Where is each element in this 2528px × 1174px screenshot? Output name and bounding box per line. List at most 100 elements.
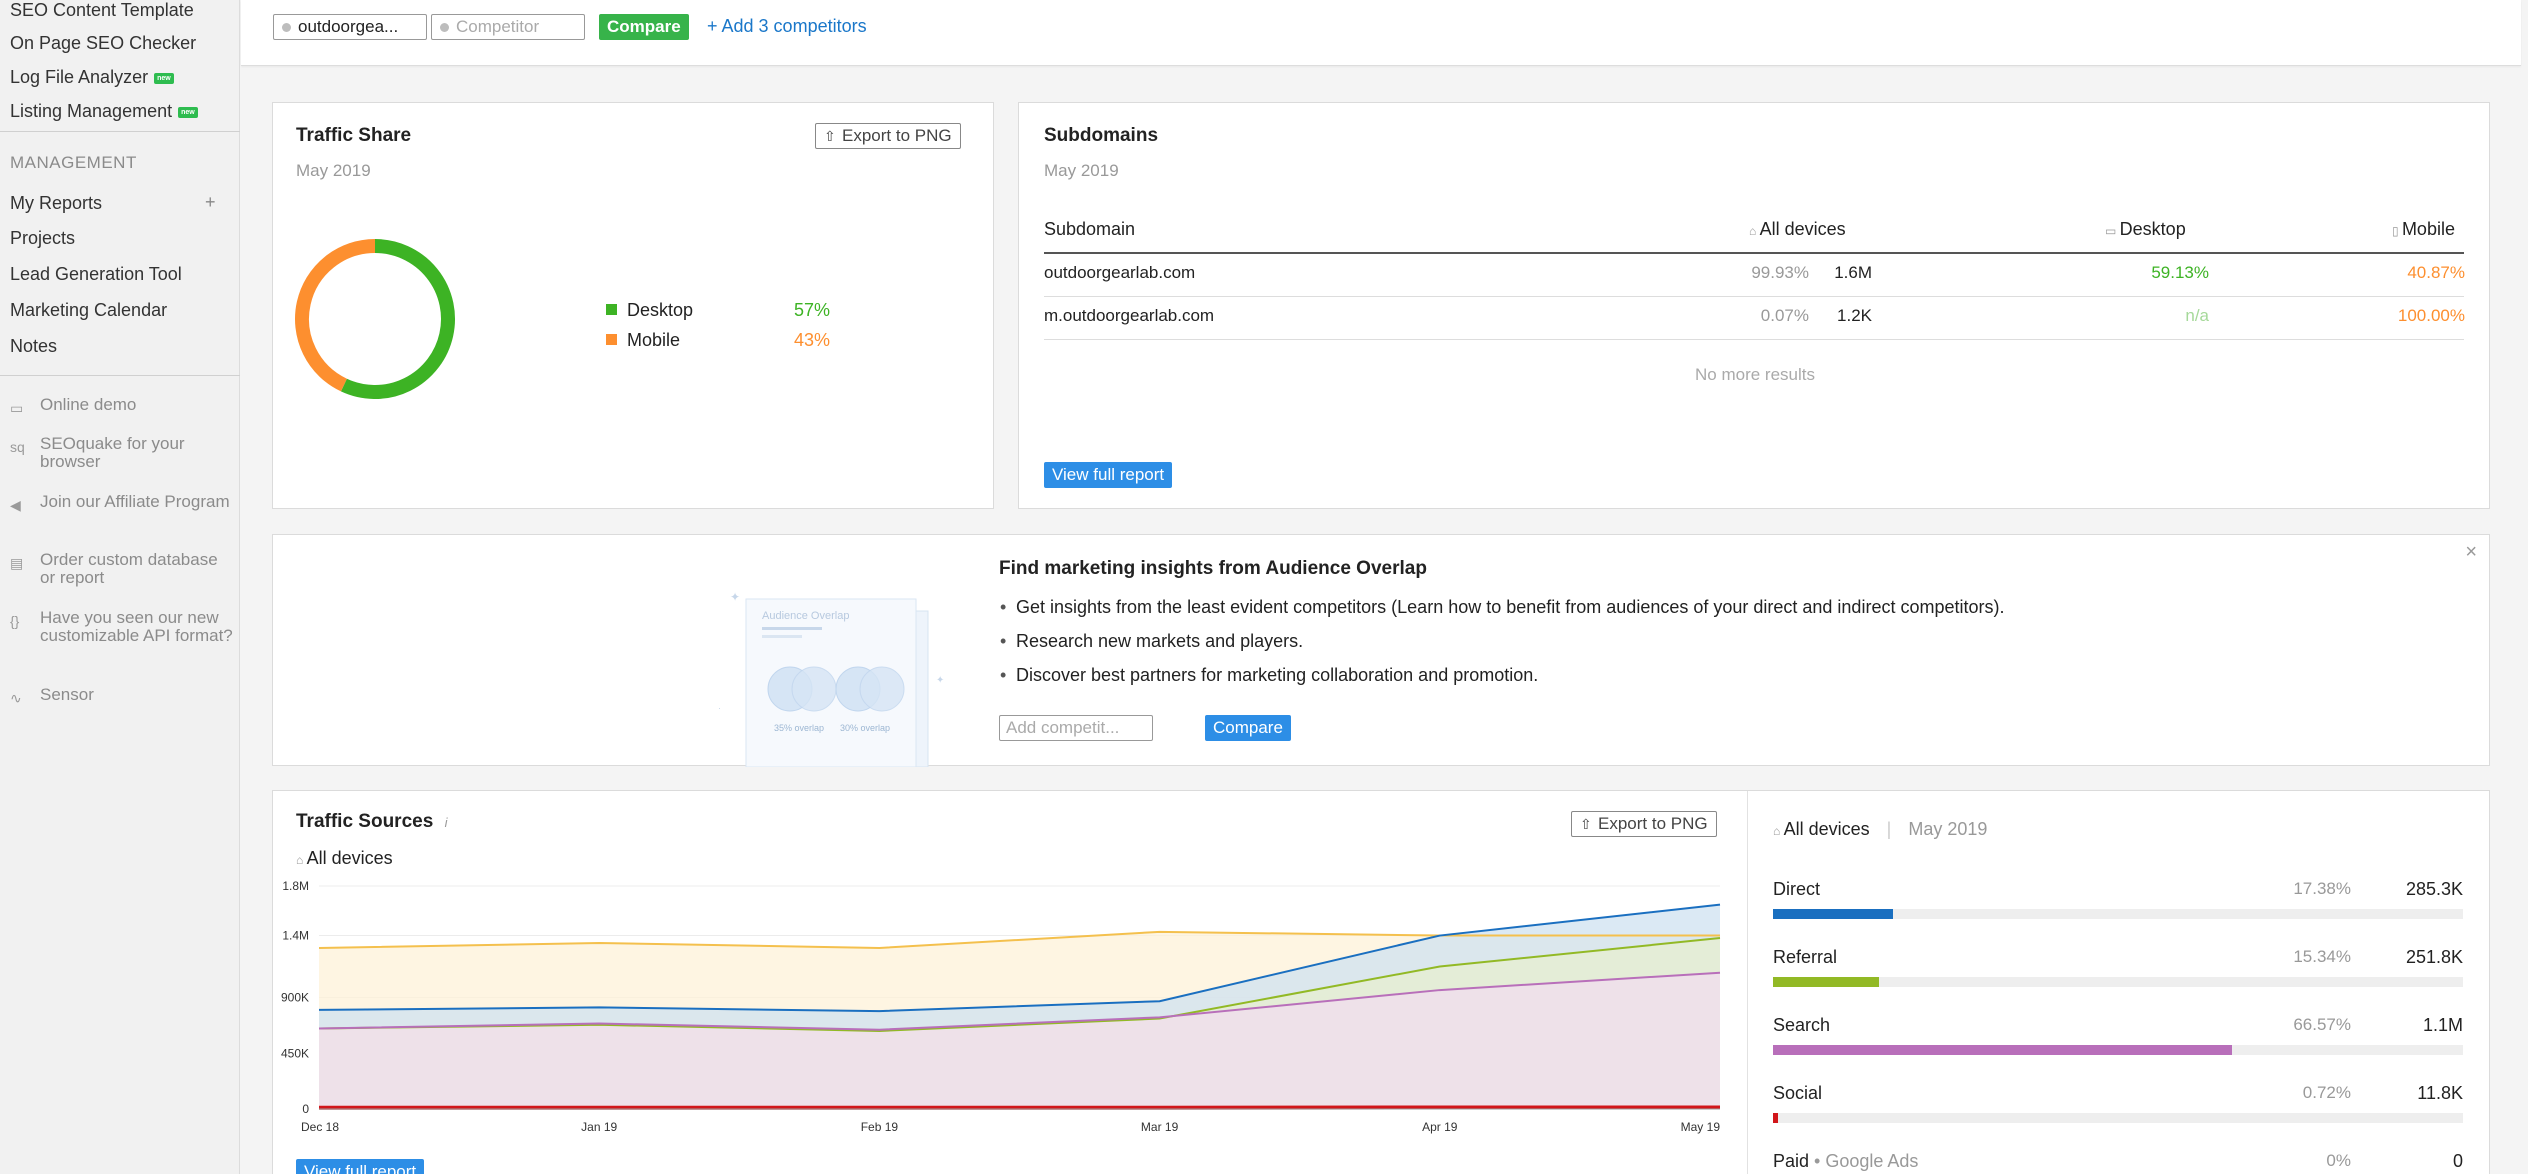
legend-mobile-label: Mobile [627,330,681,350]
row1-mobile: 40.87% [2407,263,2465,282]
sidebar-item-lead-generation-tool[interactable]: Lead Generation Tool [10,264,182,284]
x-tick-label: Dec 18 [301,1120,339,1134]
sidebar-item-notes[interactable]: Notes [10,336,58,356]
sidebar-item-label: SEO Content Template [10,0,194,20]
competitor-placeholder: Competitor [456,17,540,36]
legend-mobile-value: 43% [794,330,831,350]
domain-input[interactable]: outdoorgea... [273,14,427,40]
overlap-bullet-1: Get insights from the least evident comp… [1000,597,2004,618]
sidebar-divider [0,131,240,132]
source-value: 1.1M [2422,1015,2463,1035]
series-line-4[interactable] [318,971,1721,1031]
traffic-sources-device-label: All devices [306,848,393,868]
svg-text:·: · [718,703,721,713]
sidebar-item-seo-content-template[interactable]: SEO Content Template [10,0,194,21]
sidebar-item-listing-management[interactable]: Listing Management new [10,101,198,122]
row2-subdomain[interactable]: m.outdoorgearlab.com [1044,306,1215,325]
add-report-icon[interactable]: + [205,192,216,212]
series-area-4 [319,972,1720,1109]
top-bar: outdoorgea... Competitor Compare + Add 3… [241,0,2521,66]
traffic-share-export-button[interactable]: ⇧ Export to PNG [815,123,961,149]
illustration-right-label: 30% overlap [840,723,890,733]
x-tick-label: Jan 19 [581,1120,617,1134]
illustration-left-label: 35% overlap [774,723,824,733]
export-label: Export to PNG [1598,814,1708,833]
source-name: Direct [1773,879,1821,899]
sidebar-extra-label: Have you seen our new customizable API f… [40,608,233,645]
close-icon[interactable]: × [2465,541,2477,563]
traffic-sources-export-button[interactable]: ⇧ Export to PNG [1571,811,1717,837]
sidebar-extra-4[interactable]: ▤ Order custom database or report [10,551,235,587]
all-devices-icon: ⌂ [1749,224,1760,238]
sidebar-item-projects[interactable]: Projects [10,228,76,248]
col-desktop[interactable]: ▭ Desktop [2105,219,2186,240]
legend-mobile: Mobile [606,330,680,351]
sidebar-item-label: Log File Analyzer [10,67,149,87]
sidebar-item-label: On Page SEO Checker [10,33,197,53]
row1-all-val: 1.6M [1834,263,1872,282]
sidebar-item-log-file-analyzer[interactable]: Log File Analyzer new [10,67,174,88]
traffic-share-title: Traffic Share [296,125,412,146]
audience-overlap-illustration: ✦ ✦ · Audience Overlap 35% overlap 30% o… [718,591,944,767]
source-bar-track [1773,1045,2463,1055]
sidebar-extra-3[interactable]: ◀ Join our Affiliate Program [10,493,235,514]
new-badge: new [178,106,198,118]
sidebar-item-my-reports[interactable]: My Reports [10,193,103,213]
document-icon: ▤ [10,555,24,571]
traffic-sources-card: Traffic Sources i ⌂ All devices ⇧ Export… [272,790,2490,1174]
donut-slice-desktop[interactable] [340,239,455,399]
info-icon[interactable]: i [444,815,448,830]
sidebar-extra-5[interactable]: {} Have you seen our new customizable API… [10,609,235,645]
traffic-share-period: May 2019 [296,161,371,180]
x-tick-label: May 19 [1681,1120,1721,1134]
y-tick-label: 0 [302,1102,309,1116]
sidebar-item-marketing-calendar[interactable]: Marketing Calendar [10,300,168,320]
competitor-dot-icon [440,23,449,32]
sources-list: Direct 17.38% 285.3K Referral 15.34% 251… [1773,879,2463,1174]
source-name: Search [1773,1015,1831,1035]
traffic-sources-title: Traffic Sources i [296,811,447,833]
paid-label: Paid [1773,1151,1810,1171]
svg-text:✦: ✦ [730,591,740,604]
sidebar-divider [0,375,240,376]
header-divider [1044,252,2464,254]
x-tick-label: Feb 19 [861,1120,899,1134]
overlap-compare-button[interactable]: Compare [1205,715,1291,741]
col-mobile[interactable]: ▯ Mobile [2392,219,2455,240]
row-divider [1044,296,2464,297]
subdomains-view-full-button[interactable]: View full report [1044,462,1173,488]
overlap-competitor-input[interactable]: Add competit... [999,715,1153,741]
add-competitors-link[interactable]: + Add 3 competitors [707,16,867,36]
row2-mobile: 100.00% [2397,306,2465,325]
traffic-sources-view-full-button[interactable]: View full report [296,1159,425,1174]
series-line-2[interactable] [318,903,1721,1013]
overlap-title: Find marketing insights from Audience Ov… [999,558,1427,579]
subdomains-title: Subdomains [1044,125,1159,146]
row2-all-pct: 0.07% [1760,306,1809,325]
competitor-input[interactable]: Competitor [431,14,585,40]
col-subdomain: Subdomain [1044,219,1136,239]
mobile-icon: ▯ [2392,224,2402,238]
donut-slice-mobile[interactable] [295,239,376,392]
sidebar-item-on-page-seo-checker[interactable]: On Page SEO Checker [10,33,196,54]
panel-device[interactable]: All devices [1783,819,1870,839]
overlap-bullet-3: Discover best partners for marketing col… [1000,665,1538,686]
row1-subdomain[interactable]: outdoorgearlab.com [1044,263,1196,282]
sidebar-extra-2[interactable]: sq SEOquake for your browser [10,435,235,471]
source-pct: 17.38% [2293,879,2351,898]
traffic-sources-device[interactable]: ⌂ All devices [296,848,393,869]
source-bar-fill [1773,909,1893,919]
col-all-devices[interactable]: ⌂ All devices [1749,219,1846,240]
compare-button[interactable]: Compare [599,14,689,40]
legend-desktop-value: 57% [794,300,831,320]
source-name: Social [1773,1083,1823,1103]
row-divider [1044,339,2464,340]
sidebar-extra-label: Sensor [40,685,94,704]
series-line-1[interactable] [318,930,1720,949]
row2-all-val: 1.2K [1837,306,1872,325]
sidebar-extra-1[interactable]: ▭ Online demo [10,396,235,417]
sidebar-extra-6[interactable]: ∿ Sensor [10,685,235,707]
series-line-3[interactable] [318,937,1721,1032]
export-icon: ⇧ [1580,816,1592,832]
y-tick-label: 450K [281,1046,309,1060]
